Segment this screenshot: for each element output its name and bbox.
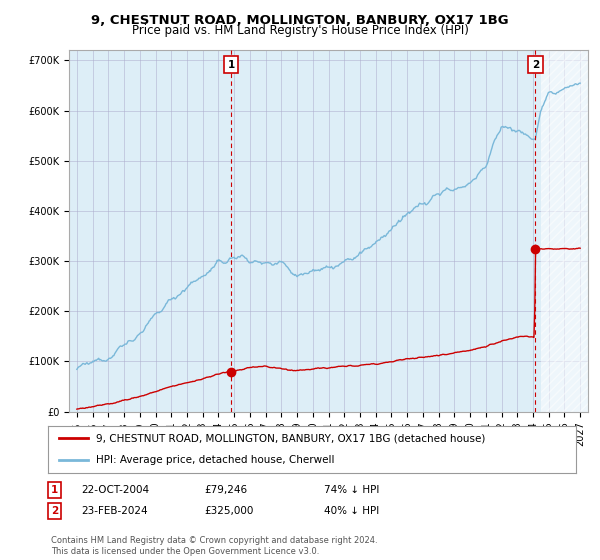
Text: HPI: Average price, detached house, Cherwell: HPI: Average price, detached house, Cher… xyxy=(95,455,334,465)
Text: 74% ↓ HPI: 74% ↓ HPI xyxy=(324,485,379,495)
Text: 2: 2 xyxy=(532,60,539,70)
Text: 2: 2 xyxy=(51,506,58,516)
Text: 9, CHESTNUT ROAD, MOLLINGTON, BANBURY, OX17 1BG: 9, CHESTNUT ROAD, MOLLINGTON, BANBURY, O… xyxy=(91,14,509,27)
Text: 1: 1 xyxy=(227,60,235,70)
Bar xyxy=(541,50,588,412)
Text: 1: 1 xyxy=(51,485,58,495)
Text: £325,000: £325,000 xyxy=(204,506,253,516)
Text: 22-OCT-2004: 22-OCT-2004 xyxy=(81,485,149,495)
Text: Contains HM Land Registry data © Crown copyright and database right 2024.
This d: Contains HM Land Registry data © Crown c… xyxy=(51,536,377,556)
Text: Price paid vs. HM Land Registry's House Price Index (HPI): Price paid vs. HM Land Registry's House … xyxy=(131,24,469,37)
Text: 23-FEB-2024: 23-FEB-2024 xyxy=(81,506,148,516)
Text: 9, CHESTNUT ROAD, MOLLINGTON, BANBURY, OX17 1BG (detached house): 9, CHESTNUT ROAD, MOLLINGTON, BANBURY, O… xyxy=(95,433,485,444)
Text: 40% ↓ HPI: 40% ↓ HPI xyxy=(324,506,379,516)
Text: £79,246: £79,246 xyxy=(204,485,247,495)
